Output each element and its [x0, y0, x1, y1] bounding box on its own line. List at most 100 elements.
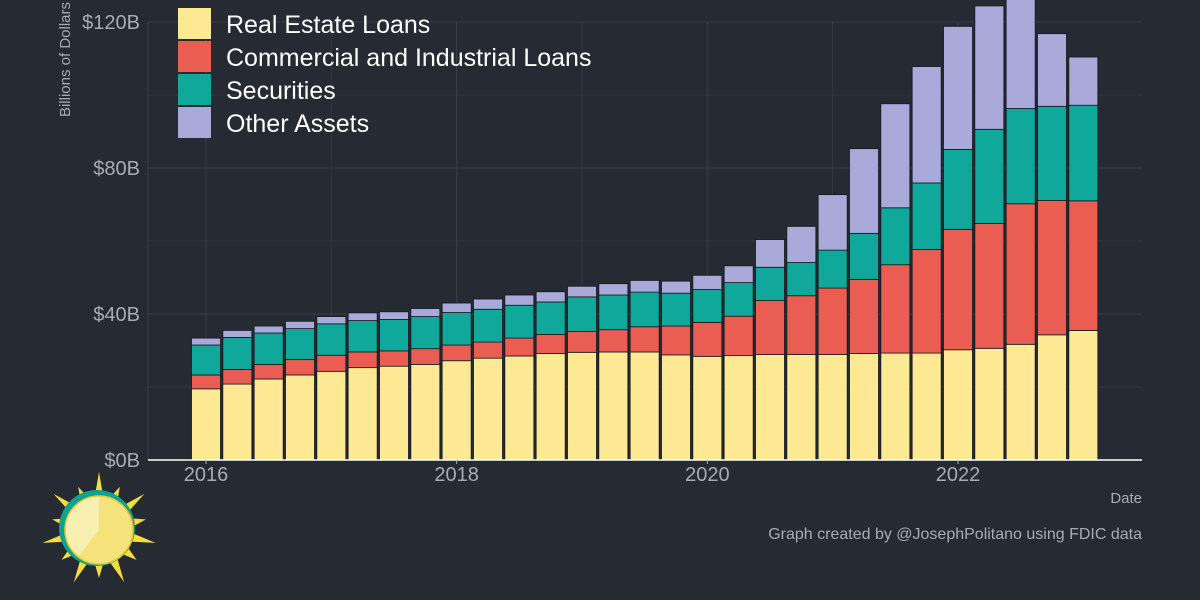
bar-segment	[535, 291, 566, 303]
bar-segment	[347, 312, 378, 321]
bar-segment	[598, 283, 629, 296]
bar-stack	[1037, 33, 1067, 461]
legend-label: Commercial and Industrial Loans	[226, 44, 591, 72]
bar-segment	[473, 298, 503, 310]
bar-segment	[191, 337, 221, 346]
legend-item: Real Estate Loans	[178, 8, 430, 39]
bar-stack	[316, 316, 347, 461]
bar-segment	[347, 351, 378, 369]
bar-segment	[786, 262, 817, 297]
bar-segment	[253, 325, 284, 334]
bar-segment	[755, 354, 785, 461]
bar-segment	[1068, 104, 1099, 202]
bar-stack	[504, 294, 535, 461]
x-tick-label: 2016	[184, 464, 229, 486]
y-tick-label: $40B	[93, 304, 140, 326]
bar-segment	[974, 5, 1005, 130]
bar-segment	[441, 302, 472, 313]
sun-ray	[109, 558, 125, 583]
bar-segment	[880, 207, 911, 266]
bar-segment	[661, 280, 691, 294]
bar-segment	[504, 304, 535, 339]
bar-segment	[598, 294, 629, 331]
bar-segment	[222, 383, 253, 461]
x-tick-label: 2020	[685, 464, 730, 486]
x-axis-title: Date	[1110, 490, 1142, 507]
bar-segment	[755, 266, 785, 301]
bar-segment	[535, 301, 566, 335]
bar-segment	[441, 344, 472, 362]
bar-stack	[379, 311, 409, 461]
bar-segment	[598, 351, 629, 461]
bar-stack	[285, 320, 315, 461]
y-tick-label: $120B	[82, 12, 140, 34]
bar-segment	[1037, 105, 1067, 201]
bar-segment	[1068, 330, 1099, 461]
bar-segment	[943, 148, 973, 230]
bar-segment	[723, 315, 754, 357]
bar-stack	[974, 5, 1005, 461]
bar-segment	[410, 348, 441, 365]
bar-segment	[253, 378, 284, 461]
y-tick-label: $80B	[93, 158, 140, 180]
chart-caption: Graph created by @JosephPolitano using F…	[768, 526, 1142, 543]
bar-segment	[849, 278, 879, 354]
bar-segment	[1068, 200, 1099, 331]
bar-segment	[692, 321, 723, 357]
bar-segment	[817, 194, 848, 251]
x-tick-label: 2018	[434, 464, 479, 486]
bar-segment	[504, 355, 535, 461]
bar-segment	[410, 363, 441, 461]
legend-swatch	[178, 41, 211, 72]
bar-stack	[410, 308, 441, 461]
bar-segment	[661, 325, 691, 356]
bar-stack	[755, 239, 785, 461]
bar-stack	[535, 291, 566, 461]
bar-segment	[974, 128, 1005, 224]
y-axis-title: Billions of Dollars	[57, 2, 74, 117]
bar-segment	[880, 103, 911, 209]
bar-stack	[661, 280, 691, 461]
legend: Real Estate Loans Commercial and Industri…	[178, 8, 591, 138]
bar-segment	[911, 248, 942, 354]
bar-segment	[817, 354, 848, 461]
sun-ray	[94, 563, 104, 578]
bar-stack	[849, 148, 879, 461]
bar-segment	[598, 329, 629, 353]
bar-segment	[629, 351, 660, 461]
bar-segment	[222, 336, 253, 370]
bar-segment	[974, 347, 1005, 461]
bar-segment	[191, 388, 221, 461]
legend-swatch	[178, 107, 211, 138]
bar-segment	[692, 274, 723, 290]
sun-logo-icon	[42, 472, 156, 583]
bar-segment	[943, 228, 973, 351]
bar-segment	[880, 264, 911, 354]
bar-segment	[191, 344, 221, 376]
bar-segment	[347, 367, 378, 461]
bar-segment	[191, 374, 221, 390]
legend-label: Securities	[226, 77, 336, 105]
bar-segment	[253, 363, 284, 380]
bar-segment	[849, 353, 879, 461]
bar-stack	[253, 325, 284, 461]
bar-segment	[755, 300, 785, 355]
bar-segment	[1005, 108, 1036, 205]
bar-stack	[629, 280, 660, 461]
bar-segment	[379, 319, 409, 352]
bar-segment	[786, 354, 817, 461]
bar-segment	[441, 360, 472, 461]
bar-segment	[723, 265, 754, 284]
bar-segment	[316, 316, 347, 325]
bar-segment	[817, 249, 848, 289]
bar-stack	[598, 283, 629, 461]
bar-segment	[1037, 33, 1067, 107]
bar-segment	[567, 331, 597, 353]
bar-segment	[661, 292, 691, 327]
legend-item: Other Assets	[178, 107, 369, 138]
bar-stack	[191, 337, 221, 461]
bar-stack	[473, 298, 503, 461]
bar-segment	[1005, 0, 1036, 109]
sun-ray	[73, 558, 89, 583]
